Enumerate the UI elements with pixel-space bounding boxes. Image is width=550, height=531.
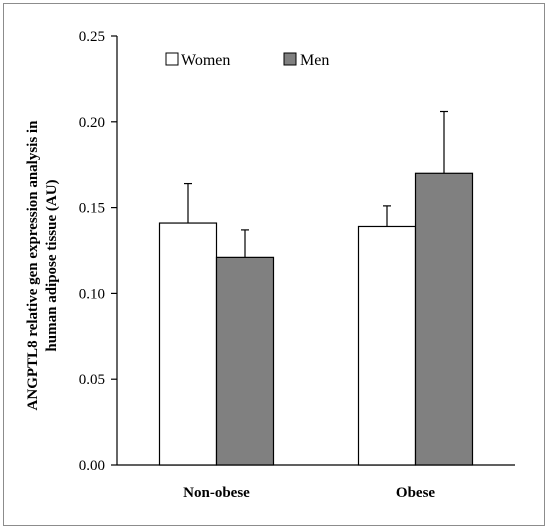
bar-women-obese <box>357 225 417 466</box>
legend-label-women: Women <box>181 52 230 69</box>
bar-women-non-obese <box>158 222 218 466</box>
legend-label-men: Men <box>300 52 329 69</box>
y-tick-label: 0.05 <box>79 372 105 388</box>
bar-men-non-obese <box>215 256 275 466</box>
x-category-labels: Non-obese Obese <box>183 485 435 501</box>
y-tick-label: 0.15 <box>79 201 105 217</box>
legend: Women Men <box>165 52 329 69</box>
y-axis-title-line-2: human adipose tissue (AU) <box>44 179 60 351</box>
bars <box>158 172 474 466</box>
y-axis-title-line-1: ANGPTL8 relative gen expression analysis… <box>25 120 41 411</box>
bar-men-obese <box>414 172 474 466</box>
y-axis-title: ANGPTL8 relative gen expression analysis… <box>25 120 60 411</box>
legend-swatch-women <box>165 52 179 66</box>
x-category-label: Non-obese <box>183 485 250 501</box>
legend-swatch-men <box>283 52 297 66</box>
y-ticks: 0.00 0.05 0.10 0.15 0.20 0.25 <box>79 29 117 474</box>
y-tick-label: 0.10 <box>79 286 105 302</box>
y-tick-label: 0.20 <box>79 115 105 131</box>
y-tick-label: 0.25 <box>79 29 105 45</box>
y-tick-label: 0.00 <box>79 458 105 474</box>
error-bars <box>184 110 448 258</box>
x-category-label: Obese <box>396 485 436 501</box>
